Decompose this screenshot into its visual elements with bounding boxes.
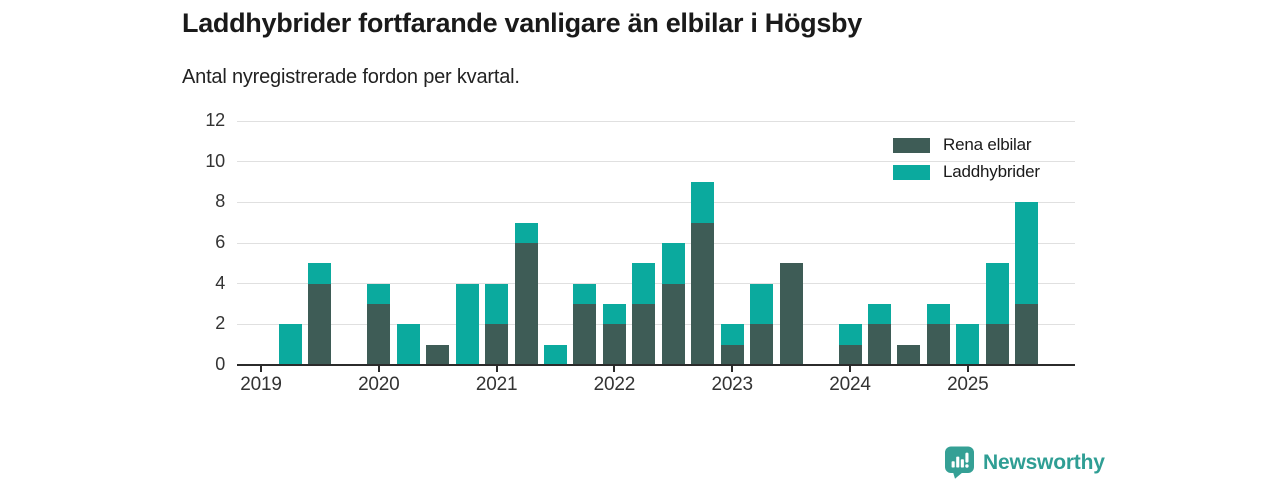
- legend-item-rena-elbilar: Rena elbilar: [893, 135, 1040, 154]
- bar-segment-rena-elbilar-2020-Q3: [426, 344, 450, 365]
- bar-segment-laddhybrider-2024-Q4: [926, 304, 950, 325]
- gridline-y10: [237, 161, 1075, 163]
- gridline-y2: [237, 323, 1075, 325]
- x-axis-tick-2024: [849, 366, 851, 372]
- gridline-y8: [237, 201, 1075, 203]
- bar-segment-rena-elbilar-2025-Q3: [1015, 304, 1039, 365]
- x-axis-tick-2022: [613, 366, 616, 372]
- chart-legend: Rena elbilar Laddhybrider: [893, 135, 1040, 190]
- bar-segment-rena-elbilar-2022-Q4: [691, 222, 715, 365]
- bar-segment-rena-elbilar-2022-Q3: [661, 283, 685, 365]
- bar-segment-laddhybrider-2020-Q1: [367, 283, 391, 304]
- legend-label: Laddhybrider: [943, 162, 1040, 181]
- bar-segment-laddhybrider-2022-Q4: [691, 182, 715, 223]
- bar-segment-laddhybrider-2023-Q1: [720, 324, 744, 345]
- legend-item-laddhybrider: Laddhybrider: [893, 162, 1040, 181]
- x-axis-year-label-2022: 2022: [593, 374, 636, 395]
- y-axis-tick-label: 6: [215, 232, 225, 253]
- x-axis-year-label-2019: 2019: [240, 374, 282, 395]
- newsworthy-brand: Newsworthy: [944, 446, 1105, 479]
- bar-segment-rena-elbilar-2024-Q4: [926, 324, 950, 365]
- newsworthy-logo-icon: [945, 446, 974, 479]
- chart-header: Laddhybrider fortfarande vanligare än el…: [182, 6, 862, 89]
- gridline-y4: [237, 283, 1075, 285]
- x-axis-tick-2020: [377, 366, 380, 372]
- bar-segment-laddhybrider-2024-Q2: [867, 304, 891, 325]
- x-axis-tick-2023: [731, 366, 734, 372]
- page-subtitle: Antal nyregistrerade fordon per kvartal.: [182, 66, 520, 88]
- bar-segment-rena-elbilar-2021-Q1: [485, 324, 509, 365]
- x-axis-line: [237, 364, 1075, 366]
- y-axis-tick-label: 0: [215, 354, 225, 374]
- y-axis-tick-label: 12: [205, 110, 225, 131]
- bar-segment-rena-elbilar-2024-Q2: [867, 324, 891, 365]
- gridline-y12: [237, 120, 1075, 122]
- x-axis-year-label-2025: 2025: [947, 374, 989, 395]
- bar-segment-laddhybrider-2021-Q1: [485, 283, 509, 325]
- bar-segment-laddhybrider-2025-Q1: [956, 324, 980, 365]
- bar-segment-laddhybrider-2019-Q3: [308, 263, 332, 284]
- bar-segment-laddhybrider-2024-Q1: [838, 324, 862, 345]
- newsworthy-brand-text: Newsworthy: [983, 450, 1105, 474]
- bar-segment-laddhybrider-2020-Q4: [455, 283, 479, 365]
- bar-segment-rena-elbilar-2019-Q3: [308, 283, 332, 365]
- bar-segment-rena-elbilar-2023-Q3: [779, 263, 803, 365]
- bar-segment-rena-elbilar-2023-Q2: [750, 324, 774, 365]
- bar-segment-laddhybrider-2022-Q2: [632, 263, 656, 304]
- bar-segment-rena-elbilar-2020-Q1: [367, 304, 391, 365]
- bar-segment-laddhybrider-2021-Q4: [573, 283, 597, 304]
- gridline-y6: [237, 242, 1075, 244]
- y-axis-tick-label: 4: [215, 272, 225, 293]
- y-axis-tick-label: 8: [215, 191, 225, 212]
- x-axis-year-label-2024: 2024: [829, 374, 871, 395]
- bar-segment-laddhybrider-2021-Q3: [544, 344, 567, 365]
- bar-segment-laddhybrider-2023-Q2: [750, 283, 774, 325]
- bar-segment-rena-elbilar-2022-Q1: [602, 324, 626, 365]
- x-axis-year-label-2023: 2023: [711, 374, 753, 395]
- x-axis-year-label-2020: 2020: [358, 374, 400, 395]
- bar-segment-laddhybrider-2021-Q2: [514, 222, 538, 244]
- bar-segment-rena-elbilar-2021-Q4: [573, 304, 597, 365]
- bar-segment-rena-elbilar-2024-Q3: [897, 344, 921, 365]
- bar-segment-rena-elbilar-2023-Q1: [720, 344, 744, 365]
- y-axis-tick-label: 2: [215, 313, 225, 334]
- bar-segment-laddhybrider-2022-Q1: [602, 304, 626, 325]
- x-axis-tick-2019: [260, 366, 262, 372]
- bar-segment-laddhybrider-2020-Q2: [396, 324, 420, 365]
- legend-swatch-laddhybrider: [893, 164, 930, 180]
- legend-swatch-rena-elbilar: [893, 137, 930, 153]
- bar-segment-rena-elbilar-2025-Q2: [985, 324, 1009, 365]
- x-axis-tick-2025: [966, 366, 969, 372]
- bar-segment-laddhybrider-2019-Q2: [278, 324, 302, 365]
- page-title: Laddhybrider fortfarande vanligare än el…: [182, 8, 862, 38]
- x-axis-year-label-2021: 2021: [475, 374, 518, 395]
- bar-segment-rena-elbilar-2021-Q2: [514, 243, 538, 365]
- bar-segment-rena-elbilar-2024-Q1: [838, 344, 862, 365]
- bar-segment-laddhybrider-2025-Q2: [985, 263, 1009, 325]
- bar-segment-laddhybrider-2025-Q3: [1015, 202, 1039, 304]
- bar-segment-rena-elbilar-2022-Q2: [632, 304, 656, 365]
- bar-segment-laddhybrider-2022-Q3: [661, 243, 685, 284]
- x-axis-tick-2021: [495, 366, 498, 372]
- y-axis-tick-label: 10: [205, 150, 225, 171]
- legend-label: Rena elbilar: [943, 135, 1032, 154]
